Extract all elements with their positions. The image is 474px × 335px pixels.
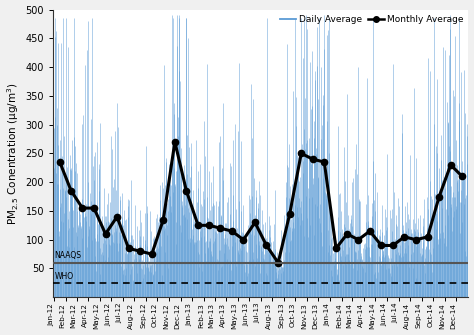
Text: NAAQS: NAAQS [55, 252, 82, 260]
Y-axis label: PM$_{2.5}$ Conentration (μg/m$^3$): PM$_{2.5}$ Conentration (μg/m$^3$) [6, 82, 21, 225]
Legend: Daily Average, Monthly Average: Daily Average, Monthly Average [279, 14, 464, 25]
Text: WHO: WHO [55, 272, 73, 281]
